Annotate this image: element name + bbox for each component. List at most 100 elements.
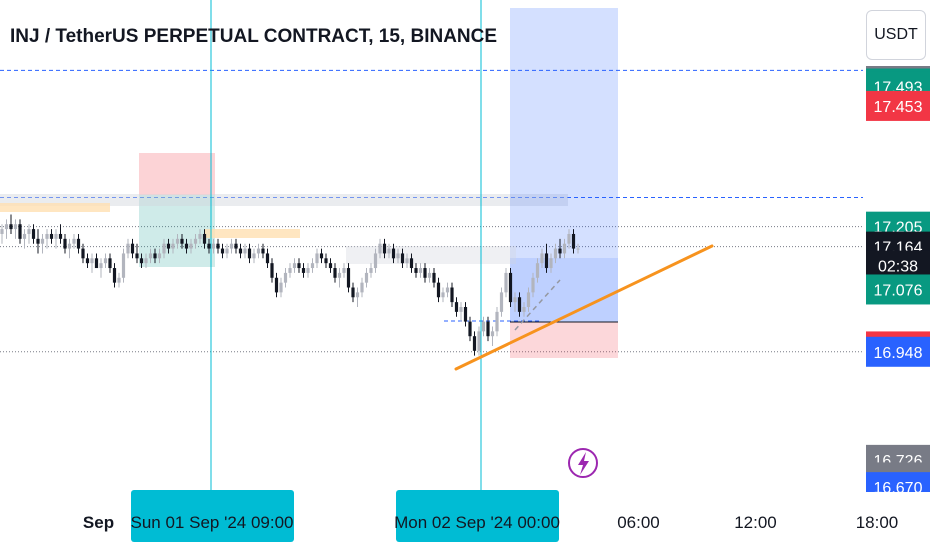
lightning-icon[interactable] [568,448,598,478]
candle [234,238,238,254]
candle-body [378,243,382,254]
crosshair-date-tags: Sun 01 Sep '24 09:00 Mon 02 Sep '24 00:00 [131,490,560,542]
candle-body [94,258,99,269]
candle-body [369,268,373,273]
price-tag: 16.670 [866,472,930,497]
candle-body [576,248,580,250]
candle [261,243,265,259]
crosshair-date-bg [131,490,294,542]
candle [531,272,535,298]
time-tick-label: 12:00 [734,513,777,532]
candle-body [166,243,171,249]
candle-body [121,253,126,278]
candle-body [571,233,576,249]
crosshair-date-label: Sun 01 Sep '24 09:00 [131,513,294,532]
candle [297,258,301,273]
candle [166,238,171,254]
candle [562,238,567,259]
candle [22,229,27,249]
candle-body [135,253,139,259]
candle [130,238,135,259]
candle-body [4,224,9,230]
candle [220,243,225,259]
price-tag-label: 17.453 [874,99,923,116]
candle [171,238,175,254]
currency-label: USDT [874,26,918,43]
long-position-target-zone [510,8,618,258]
candle [450,282,454,307]
candle [193,233,198,249]
projection-line [514,279,561,331]
candle [198,229,202,244]
candle-body [184,243,189,249]
candle [207,238,211,254]
candle [121,248,126,283]
price-tag-label: 16.670 [874,480,923,497]
candle [477,326,481,356]
candle [391,243,396,264]
candle [481,316,486,337]
candle-body [175,238,180,244]
candle-body [337,272,342,278]
candle [202,229,207,249]
candle-body [432,272,436,283]
candle [549,253,553,273]
price-tag: 17.076 [866,274,930,305]
candle-body [427,272,432,278]
currency-button[interactable]: USDT [866,10,926,60]
candle [85,253,90,269]
candle-body [229,243,234,249]
candle-body [450,287,454,303]
candle-body [162,243,166,254]
candle-body [238,248,243,254]
candle-body [144,258,148,264]
candle [486,316,490,342]
candle-body [288,268,292,273]
candle [288,263,292,278]
chart-title: INJ / TetherUS PERPETUAL CONTRACT, 15, B… [10,26,497,47]
candle [184,238,189,254]
candle [274,272,279,298]
candle-body [45,233,49,239]
candle-body [540,253,544,264]
candle-body [301,268,306,273]
candle [355,287,360,307]
candle-body [333,268,337,278]
candle-body [310,263,315,269]
candle [112,263,117,288]
candle-body [351,287,355,298]
candle [279,277,283,298]
candle [67,238,72,259]
candle [229,238,234,254]
candle-body [198,233,202,239]
candle [400,248,405,269]
candle-body [265,253,270,264]
candle [351,282,355,303]
candle [396,248,400,264]
candle [360,277,364,298]
candle [558,238,562,259]
candle [99,258,103,278]
candle [45,229,49,249]
candle-body [234,243,238,249]
candle-body [405,258,409,264]
candle [265,248,270,269]
candle [9,214,13,234]
candle [526,287,531,312]
candle [522,302,526,317]
range-band-orange [205,229,300,238]
trend-line[interactable] [454,244,714,371]
candle [378,238,382,259]
candle-body [139,258,144,264]
candle [373,248,378,273]
candle [76,233,81,254]
candles [0,214,580,356]
candle-body [441,292,445,298]
candle-body [130,243,135,254]
candle [504,268,508,298]
candle [256,243,261,259]
crosshair-date-label: Mon 02 Sep '24 00:00 [394,513,560,532]
candle-body [535,263,540,278]
candle-body [373,253,378,269]
